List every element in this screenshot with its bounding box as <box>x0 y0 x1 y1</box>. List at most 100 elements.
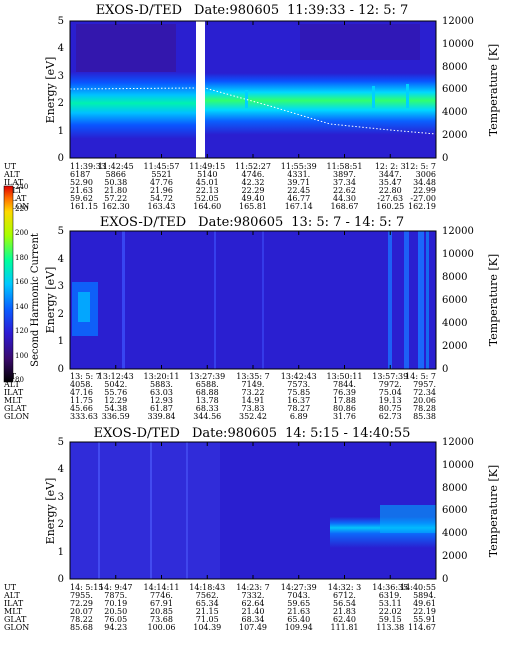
y-tick-label: 5 <box>58 16 64 27</box>
y2-tick-label: 0 <box>442 153 448 164</box>
y2-tick-label: 4000 <box>442 318 467 329</box>
orbit-table-value: 7875. <box>104 591 127 600</box>
orbit-label: ILAT <box>4 599 24 608</box>
orbit-table-value: 78.22 <box>70 615 93 624</box>
orbit-table-value: 52.90 <box>70 178 93 187</box>
orbit-table-value: 7043. <box>287 591 310 600</box>
orbit-table-value: 12.93 <box>150 396 173 405</box>
ut-tick-label: 14:27:39 <box>281 583 317 592</box>
orbit-table-value: 68.88 <box>196 388 219 397</box>
orbit-table-value: 167.14 <box>285 202 313 211</box>
orbit-table-value: 65.34 <box>196 599 219 608</box>
orbit-table-value: 22.29 <box>242 186 265 195</box>
panel-2-y2label: Temperature [K] <box>487 254 500 346</box>
y2-tick-label: 0 <box>442 574 448 585</box>
orbit-table-value: 163.43 <box>148 202 176 211</box>
panel-2-streak <box>262 231 264 369</box>
orbit-table-value: 80.86 <box>333 404 356 413</box>
orbit-label: GLAT <box>4 194 27 203</box>
y-tick-label: 5 <box>58 226 64 237</box>
orbit-table-value: 22.80 <box>379 186 402 195</box>
ut-tick-label: 13:27:39 <box>189 372 225 381</box>
orbit-table-value: 6187 <box>70 170 90 179</box>
orbit-table-value: 49.61 <box>413 599 436 608</box>
orbit-table-value: 109.94 <box>285 623 313 632</box>
orbit-table-value: 55.91 <box>413 615 436 624</box>
panel-3-title: EXOS-D/TED Date:980605 14: 5:15 - 14:40:55 <box>94 426 411 441</box>
orbit-label: ALT <box>3 170 20 179</box>
orbit-table-value: 59.65 <box>287 599 310 608</box>
orbit-table-value: 162.30 <box>102 202 130 211</box>
y2-tick-label: 10000 <box>442 460 474 471</box>
ut-tick-label: 14: 5:15 <box>70 583 103 592</box>
orbit-table-value: 42.32 <box>242 178 265 187</box>
orbit-table-value: 78.27 <box>287 404 310 413</box>
panel-1-streak <box>372 86 375 108</box>
colorbar-tick-label: 140 <box>15 303 28 311</box>
y2-tick-label: 4000 <box>442 528 467 539</box>
colorbar-tick-label: 80 <box>15 376 24 384</box>
orbit-table-value: 76.05 <box>104 615 127 624</box>
orbit-label: MLT <box>4 607 23 616</box>
y-tick-label: 3 <box>58 281 64 292</box>
orbit-table-value: 73.68 <box>150 615 173 624</box>
y2-tick-label: 10000 <box>442 249 474 260</box>
orbit-table-value: 72.29 <box>70 599 93 608</box>
orbit-table-value: 44.30 <box>333 194 356 203</box>
orbit-table-value: 20.07 <box>70 607 93 616</box>
y-tick-label: 3 <box>58 71 64 82</box>
orbit-table-value: 67.91 <box>150 599 173 608</box>
orbit-table-value: 62.40 <box>333 615 356 624</box>
orbit-table-value: 21.40 <box>242 607 265 616</box>
orbit-table-value: 7573. <box>287 380 310 389</box>
panel-3-y2label: Temperature [K] <box>487 465 500 557</box>
orbit-table-value: 7149. <box>242 380 265 389</box>
orbit-table-value: 6319. <box>379 591 402 600</box>
panel-1-y-ticks: 0 1 2 3 4 5 <box>58 16 64 164</box>
panel-1-title: EXOS-D/TED Date:980605 11:39:33 - 12: 5: 7 <box>96 3 409 18</box>
ut-tick-label: 11:58:51 <box>327 162 363 171</box>
ut-tick-label: 11:39:33 <box>70 162 106 171</box>
orbit-table-value: 20.85 <box>150 607 173 616</box>
colorbar-tick-label: 200 <box>15 229 28 237</box>
orbit-table-value: 22.02 <box>379 607 402 616</box>
orbit-table-value: 4058. <box>70 380 93 389</box>
orbit-table-values: 11:39:33618752.9021.6359.62161.1511:42:4… <box>70 162 436 632</box>
colorbar-tick-label: 100 <box>15 352 28 360</box>
colorbar-tick-label: 160 <box>15 278 28 286</box>
orbit-table-value: 6712. <box>333 591 356 600</box>
panel-1-streak <box>406 84 409 108</box>
orbit-table-value: 56.54 <box>333 599 356 608</box>
panel-2-y-ticks: 0 1 2 3 4 5 <box>58 226 64 375</box>
panel-2-y2-ticks: 0 2000 4000 6000 8000 10000 12000 <box>442 226 474 375</box>
orbit-table-value: 22.62 <box>333 186 356 195</box>
orbit-table-value: 160.25 <box>376 202 404 211</box>
y2-tick-label: 12000 <box>442 16 474 27</box>
y2-tick-label: 12000 <box>442 226 474 237</box>
ut-tick-label: 13:50:11 <box>327 372 363 381</box>
panel-1-band-right <box>205 21 436 158</box>
colorbar-tick-label: 120 <box>15 327 28 335</box>
panel-2-streak <box>214 231 216 369</box>
orbit-table-value: 76.39 <box>333 388 356 397</box>
orbit-table-value: 336.59 <box>102 412 130 421</box>
panel-1-temperature-trace <box>69 87 437 135</box>
panel-3-diffuse-region <box>70 442 220 579</box>
ut-tick-label: 11:42:45 <box>98 162 134 171</box>
panel-1-low-flux-region-2 <box>300 24 420 60</box>
colorbar-scale <box>3 185 14 383</box>
orbit-table-value: 73.22 <box>242 388 265 397</box>
y-tick-label: 1 <box>58 547 64 558</box>
y-tick-label: 1 <box>58 336 64 347</box>
panel-3-streak <box>150 442 152 579</box>
y-tick-label: 4 <box>58 254 64 265</box>
orbit-table-value: 164.60 <box>193 202 221 211</box>
orbit-label: UT <box>4 162 17 171</box>
y-tick-label: 0 <box>58 574 64 585</box>
orbit-label: ILAT <box>4 388 24 397</box>
orbit-table-value: 113.38 <box>376 623 404 632</box>
ut-tick-label: 12: 2: 3 <box>375 162 406 171</box>
orbit-table-value: 100.06 <box>148 623 176 632</box>
orbit-table-value: 57.22 <box>104 194 127 203</box>
orbit-label: ALT <box>3 380 20 389</box>
